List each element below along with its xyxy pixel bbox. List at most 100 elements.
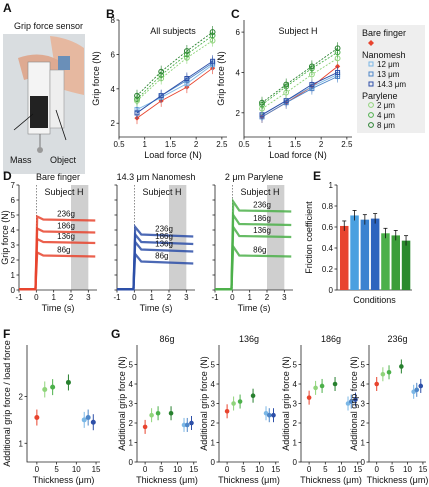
legend-marker-p2 [368, 102, 374, 108]
panel-g-ytick-label: 5 [361, 361, 366, 370]
panel-g-xtick-label: 0 [143, 465, 148, 474]
series-line-bare [136, 67, 213, 119]
data-point-p4 [155, 410, 161, 416]
panel-g-ytick-label: 4 [361, 380, 366, 389]
subplot-title: 186g [321, 334, 341, 344]
panel-g-ytick-label: 5 [211, 361, 216, 370]
subplot-title: 2 μm Parylene [225, 172, 283, 182]
panel-b-xtick-label: 0.5 [113, 140, 125, 149]
panel-g-ytick-label: 2 [293, 419, 298, 428]
data-point-bare [34, 415, 40, 421]
trace-label: 86g [253, 246, 266, 255]
data-point-p4 [386, 370, 392, 375]
series-line-p8 [261, 47, 338, 104]
data-point-bare [142, 424, 148, 430]
series-line-nm143 [136, 60, 213, 114]
data-point-p2 [380, 371, 386, 377]
data-point-nm143 [184, 76, 190, 81]
panel-d-ytick-label: 3 [11, 241, 16, 250]
panel-g-ytick-label: 0 [129, 458, 134, 467]
bar-nm143 [370, 218, 380, 290]
data-point-nm13 [85, 415, 91, 421]
panel-g-ytick-label: 1 [293, 439, 298, 448]
panel-b-ytick-label: 8 [111, 16, 116, 25]
x-axis-label: Load force (N) [269, 150, 327, 160]
panel-f-xtick-label: 5 [54, 465, 59, 474]
panel-g-ytick-label: 5 [129, 361, 134, 370]
panel-b-xtick-label: 2.5 [216, 140, 228, 149]
panel-d-xtick-label: 2 [265, 293, 270, 302]
panel-e-ytick-label: 0.6 [322, 223, 334, 232]
panel-e-ytick-label: 1 [329, 181, 334, 190]
panel-d-subplot: -1 0 1 2 3 2 μm Parylene Subject H Time (s) 236g… [211, 172, 293, 313]
panel-g-subplot: 0 5 10 15 0 1 2 3 4 5 86g Thickness (μm) Additional … [117, 334, 199, 485]
bar-bare [340, 225, 349, 290]
panel-d-xtick-label: 1 [149, 293, 154, 302]
panel-g-ytick-label: 0 [211, 458, 216, 467]
panel-g-xtick-label: 0 [225, 465, 230, 474]
data-point-p8 [183, 48, 190, 54]
legend-label-p8: 8 μm [377, 121, 395, 130]
panel-d-ytick-label: 4 [11, 226, 16, 235]
x-axis-label: Thickness (μm) [218, 475, 280, 485]
panel-g-xtick-label: 15 [271, 465, 280, 474]
series-line-p4 [136, 35, 213, 100]
panel-c-xtick-label: 1.5 [290, 140, 302, 149]
grip-force-sensor-label: Grip force sensor [14, 21, 83, 31]
bar-nm12 [350, 215, 359, 290]
data-point-p2 [313, 385, 318, 391]
data-point-nm143 [210, 58, 216, 64]
y-axis-label: Additional grip force (N) [281, 356, 291, 451]
panel-g-xtick-label: 0 [374, 465, 379, 474]
panel-e-ytick-label: 0.4 [322, 244, 334, 253]
panel-b-ytick-label: 2 [111, 119, 116, 128]
panel-d-xtick-label: 3 [86, 293, 91, 302]
panel-a: A Grip force sensor Mass Object [3, 1, 85, 174]
mass-label: Mass [10, 155, 32, 165]
trace-label: 136g [57, 232, 75, 241]
panel-b-xtick-label: 1.5 [165, 140, 177, 149]
panel-d-xtick-label: -1 [15, 293, 23, 302]
data-point-p8 [158, 68, 165, 75]
data-point-bare [306, 395, 312, 400]
panel-g-xtick-label: 0 [307, 465, 312, 474]
data-point-p8 [259, 99, 265, 106]
series-line-nm143 [261, 72, 338, 116]
trace-label: 186g [253, 214, 271, 223]
data-point-bare [335, 63, 341, 69]
legend-label-nm143: 14.3 μm [377, 80, 406, 89]
panel-g-subplot: 0 5 10 15 0 1 2 3 4 5 136g Thickness (μm) Additional… [199, 334, 281, 485]
panel-f-axes [26, 345, 100, 463]
panel-g-ytick-label: 4 [129, 380, 134, 389]
panel-letter-a: A [3, 1, 12, 15]
legend-label-nm12: 12 μm [377, 60, 400, 69]
panel-g-ytick-label: 3 [361, 400, 366, 409]
data-point-bare [374, 381, 380, 387]
panel-b-xtick-label: 2 [194, 140, 199, 149]
y-axis-label: Additional grip force (N) [349, 356, 359, 451]
panel-g-ytick-label: 2 [361, 419, 366, 428]
chart-title: All subjects [150, 26, 196, 36]
chart-title: Subject H [278, 26, 317, 36]
series-line-p2 [261, 57, 338, 110]
panel-g-xtick-label: 5 [241, 465, 246, 474]
data-point-p8 [250, 393, 256, 399]
panel-g-xtick-label: 5 [390, 465, 395, 474]
data-point-p2 [42, 386, 48, 392]
legend-pary-title: Parylene [362, 91, 398, 101]
panel-letter-d: D [3, 169, 12, 183]
trace-label: 236g [57, 210, 75, 219]
panel-f-xtick-label: 15 [92, 465, 101, 474]
data-point-nm143 [353, 397, 358, 402]
x-axis-label: Conditions [353, 295, 396, 305]
panel-d-ytick-label: 7 [11, 181, 16, 190]
x-axis-label: Time (s) [140, 303, 173, 313]
panel-d-xtick-label: 0 [132, 293, 137, 302]
trace-label: 136g [253, 226, 271, 235]
panel-d-ytick-label: 0 [11, 286, 16, 295]
panel-f-chart: 0 5 10 15 1 2 Thickness (μm) Additional grip fo… [2, 340, 101, 485]
legend-marker-nm12 [368, 61, 374, 67]
panel-e-chart: 0 0.2 0.4 0.6 0.8 1 Conditions Friction coeffic… [304, 181, 412, 305]
panel-b-chart: 0.5 1 1.5 2 2.5 2 4 6 8 All subjects Load force (N… [91, 16, 228, 160]
